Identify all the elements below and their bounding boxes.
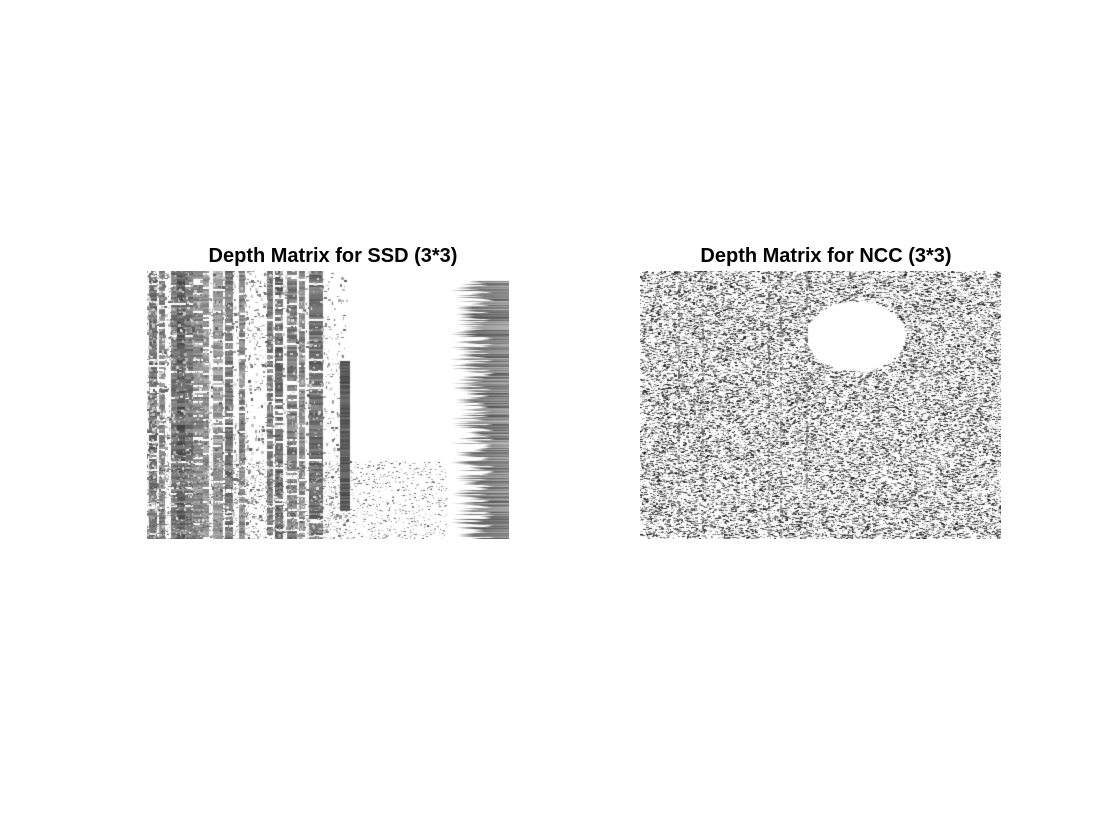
ssd-panel-title: Depth Matrix for SSD (3*3) [208, 245, 458, 267]
ssd-depth-image [147, 271, 509, 539]
ncc-panel-title: Depth Matrix for NCC (3*3) [700, 245, 952, 267]
ncc-depth-image [640, 271, 1001, 539]
